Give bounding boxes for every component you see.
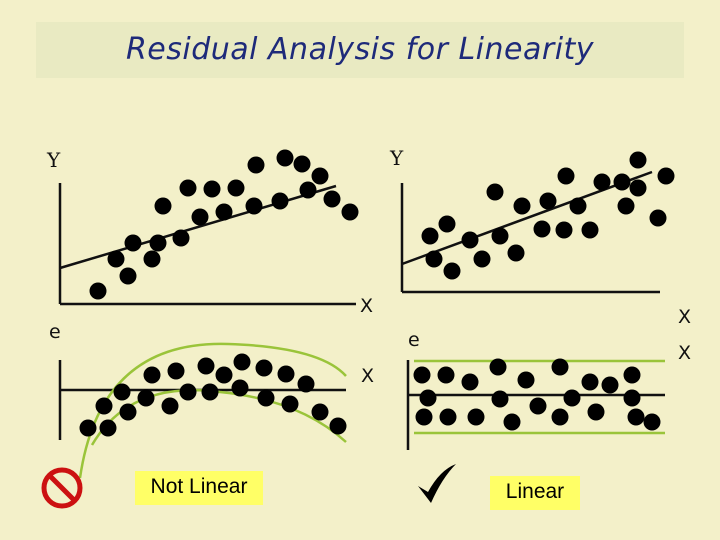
points-top-right bbox=[421, 151, 675, 280]
plot-top-right bbox=[400, 151, 675, 294]
residuals-bottom-left bbox=[79, 353, 347, 437]
slide-title: Residual Analysis for Linearity bbox=[125, 32, 595, 67]
checkmark-icon bbox=[418, 464, 456, 503]
residuals-bottom-right bbox=[413, 358, 661, 431]
plot-bottom-right bbox=[406, 358, 665, 450]
fit-line-top-right bbox=[401, 170, 653, 266]
verdict-not-linear: Not Linear bbox=[135, 471, 263, 505]
verdict-linear: Linear bbox=[490, 476, 580, 510]
x-label-top-right: X bbox=[678, 306, 692, 328]
points-top-left bbox=[89, 149, 359, 300]
e-label-left: e bbox=[49, 321, 61, 343]
x-label-bottom-left: X bbox=[361, 365, 375, 387]
prohibition-icon bbox=[41, 467, 83, 509]
fit-line-top-left bbox=[59, 184, 337, 270]
y-label-right: Y bbox=[390, 146, 404, 170]
title-banner: Residual Analysis for Linearity bbox=[36, 22, 684, 78]
plot-top-left bbox=[58, 149, 359, 306]
plot-bottom-left bbox=[58, 342, 347, 479]
y-label-left: Y bbox=[47, 148, 61, 172]
e-label-right: e bbox=[408, 329, 420, 351]
x-label-top-left: X bbox=[360, 295, 374, 317]
upper-curve-band bbox=[78, 342, 347, 479]
x-label-bottom-right: X bbox=[678, 342, 692, 364]
lower-curve-band bbox=[90, 388, 347, 446]
